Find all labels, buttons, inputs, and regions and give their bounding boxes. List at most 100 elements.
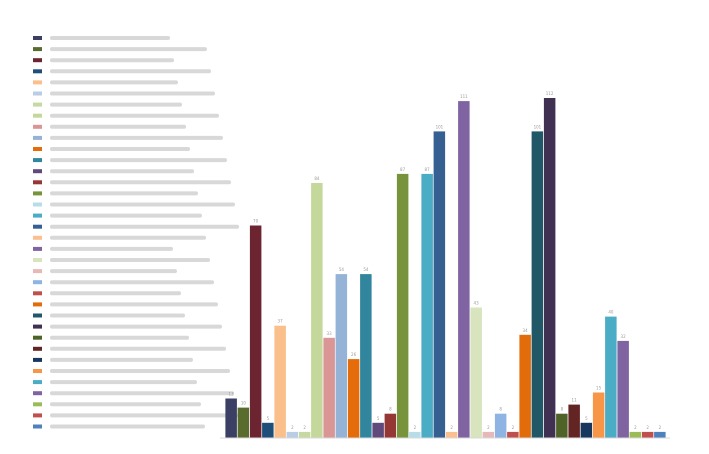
bar-29 <box>568 404 580 438</box>
data-label-11: 26 <box>351 352 357 357</box>
data-label-20: 111 <box>460 94 468 99</box>
bar-33 <box>617 340 629 438</box>
legend-swatch-36 <box>33 424 42 429</box>
bar-17 <box>421 173 433 438</box>
legend-swatch-24 <box>33 291 42 296</box>
legend-label-14 <box>50 180 231 185</box>
data-label-12: 54 <box>363 267 369 272</box>
legend-label-3 <box>50 58 174 63</box>
data-label-24: 2 <box>512 425 515 430</box>
data-label-28: 8 <box>561 407 564 412</box>
legend-label-34 <box>50 402 201 407</box>
bar-9 <box>323 337 335 438</box>
bar-16 <box>409 431 421 438</box>
legend-label-7 <box>50 102 182 107</box>
bar-5 <box>274 325 286 438</box>
legend-swatch-15 <box>33 191 42 196</box>
legend-swatch-7 <box>33 102 42 107</box>
bar-2 <box>237 407 250 438</box>
bar-10 <box>335 274 348 438</box>
legend-swatch-12 <box>33 158 42 163</box>
data-label-3: 70 <box>253 219 259 224</box>
legend-swatch-16 <box>33 202 42 207</box>
data-label-34: 2 <box>634 425 637 430</box>
legend-label-29 <box>50 346 226 351</box>
legend-label-12 <box>50 158 227 163</box>
data-label-15: 87 <box>400 167 406 172</box>
bar-6 <box>286 431 299 438</box>
bar-22 <box>482 431 495 438</box>
bars <box>225 98 666 438</box>
legend-label-32 <box>50 380 197 385</box>
bar-31 <box>592 392 605 438</box>
legend-label-2 <box>50 47 207 52</box>
legend-label-24 <box>50 291 181 296</box>
legend-swatch-20 <box>33 246 42 251</box>
bar-24 <box>507 431 519 438</box>
data-label-5: 37 <box>278 319 284 324</box>
legend-label-4 <box>50 69 211 74</box>
legend-swatch-4 <box>33 69 42 74</box>
legend-swatch-22 <box>33 269 42 274</box>
bar-36 <box>654 431 666 438</box>
legend-swatch-11 <box>33 147 42 151</box>
legend-swatch-32 <box>33 380 42 385</box>
legend-swatch-3 <box>33 58 42 63</box>
data-label-26: 101 <box>534 124 542 129</box>
legend-swatch-14 <box>33 180 42 185</box>
data-label-25: 34 <box>523 328 529 333</box>
legend-swatch-34 <box>33 402 42 407</box>
bar-30 <box>580 422 593 438</box>
data-label-10: 54 <box>339 267 345 272</box>
legend-swatch-25 <box>33 302 42 307</box>
legend-label-26 <box>50 313 185 318</box>
legend-swatch-5 <box>33 80 42 85</box>
data-label-27: 112 <box>546 91 554 96</box>
bar-4 <box>262 422 274 438</box>
legend-label-21 <box>50 258 210 262</box>
legend-label-19 <box>50 235 206 240</box>
bar-35 <box>641 431 654 438</box>
bar-20 <box>458 101 470 438</box>
bar-14 <box>384 413 397 438</box>
legend-swatch-35 <box>33 413 42 418</box>
legend <box>33 36 239 429</box>
legend-swatch-31 <box>33 369 42 373</box>
legend-label-1 <box>50 36 170 40</box>
legend-label-9 <box>50 124 186 129</box>
bar-25 <box>519 334 531 438</box>
legend-label-8 <box>50 113 219 118</box>
bar-7 <box>298 431 311 438</box>
legend-swatch-13 <box>33 169 42 174</box>
legend-label-31 <box>50 369 230 373</box>
legend-label-18 <box>50 224 239 229</box>
data-label-19: 2 <box>450 425 453 430</box>
legend-swatch-28 <box>33 335 42 340</box>
data-label-9: 33 <box>327 331 333 336</box>
data-label-30: 5 <box>585 416 588 421</box>
bar-19 <box>445 431 458 438</box>
legend-label-5 <box>50 80 178 85</box>
bar-27 <box>543 98 556 438</box>
bar-13 <box>372 422 384 438</box>
legend-swatch-26 <box>33 313 42 318</box>
data-label-2: 10 <box>241 401 247 406</box>
bar-21 <box>470 307 482 438</box>
bar-8 <box>311 183 323 438</box>
legend-label-22 <box>50 269 177 274</box>
legend-label-16 <box>50 202 235 207</box>
legend-label-33 <box>50 391 234 396</box>
legend-swatch-17 <box>33 213 42 218</box>
bar-3 <box>249 225 262 438</box>
legend-label-10 <box>50 135 223 140</box>
data-label-1: 13 <box>229 392 235 397</box>
bar-1 <box>225 398 237 438</box>
legend-label-6 <box>50 91 215 96</box>
legend-label-25 <box>50 302 218 307</box>
legend-swatch-33 <box>33 391 42 396</box>
legend-label-28 <box>50 335 189 340</box>
legend-label-15 <box>50 191 198 196</box>
legend-label-35 <box>50 413 238 418</box>
legend-label-36 <box>50 424 205 429</box>
